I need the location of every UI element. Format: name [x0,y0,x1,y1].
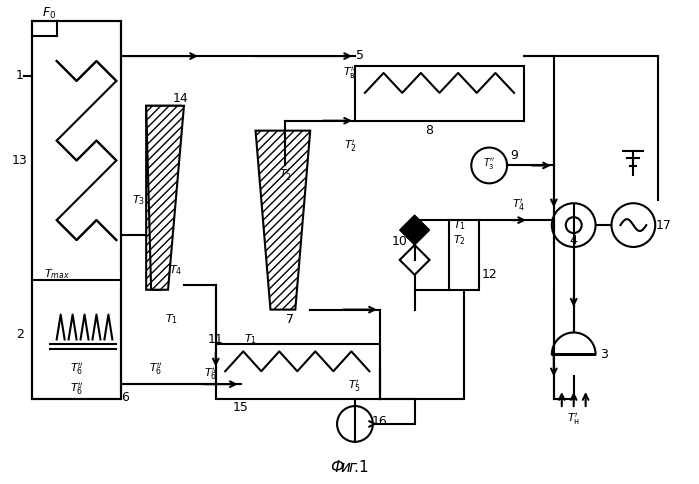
Polygon shape [400,245,430,275]
Text: 3: 3 [600,348,607,361]
Text: $T_6''$: $T_6''$ [70,381,83,397]
Text: 17: 17 [655,219,671,232]
Text: $T_{max}$: $T_{max}$ [44,267,70,281]
Polygon shape [552,333,596,354]
Text: $T_4$: $T_4$ [169,263,182,277]
Bar [355,66,524,121]
Text: $F_0$: $F_0$ [42,6,56,21]
Text: 6: 6 [122,391,129,404]
Text: $T_3''$: $T_3''$ [483,156,496,171]
Text: $Ф\!и\!г\!.\!1$: $Ф\!и\!г\!.\!1$ [331,459,370,475]
Text: 7: 7 [287,313,294,326]
Text: $T_1$: $T_1$ [244,333,257,347]
Bar [216,345,380,399]
Text: $T_\text{н}'$: $T_\text{н}'$ [567,411,580,427]
Text: $T_\text{в}''$: $T_\text{в}''$ [343,65,357,81]
Text: 10: 10 [391,236,408,248]
Text: $T_2'$: $T_2'$ [279,167,292,183]
Text: 4: 4 [570,233,577,246]
Text: 12: 12 [482,268,497,281]
Polygon shape [400,215,430,245]
Text: $T_2'$: $T_2'$ [343,137,356,153]
Text: 14: 14 [173,92,189,106]
Bar [449,220,480,290]
Text: 2: 2 [16,328,24,341]
Text: $T_4'$: $T_4'$ [512,197,526,213]
Text: 13: 13 [12,154,28,167]
Text: 5: 5 [356,48,364,61]
Text: $T_3$: $T_3$ [131,193,145,207]
Text: 16: 16 [372,415,388,428]
Polygon shape [146,106,184,290]
Text: 11: 11 [208,333,224,346]
Text: 8: 8 [426,124,433,137]
Text: $T_6''$: $T_6''$ [70,361,83,377]
Text: $T_6''$: $T_6''$ [204,366,217,382]
Polygon shape [256,131,310,310]
Text: 15: 15 [233,401,249,413]
Text: $T_2$: $T_2$ [453,233,466,247]
Text: 1: 1 [16,70,24,82]
Polygon shape [146,106,181,290]
Bar [32,21,122,399]
Text: $T_1$: $T_1$ [164,313,178,326]
Text: $T_6''$: $T_6''$ [150,361,163,377]
Text: 9: 9 [510,149,518,162]
Text: $T_1$: $T_1$ [453,218,466,232]
Text: $T_5'$: $T_5'$ [348,378,361,394]
